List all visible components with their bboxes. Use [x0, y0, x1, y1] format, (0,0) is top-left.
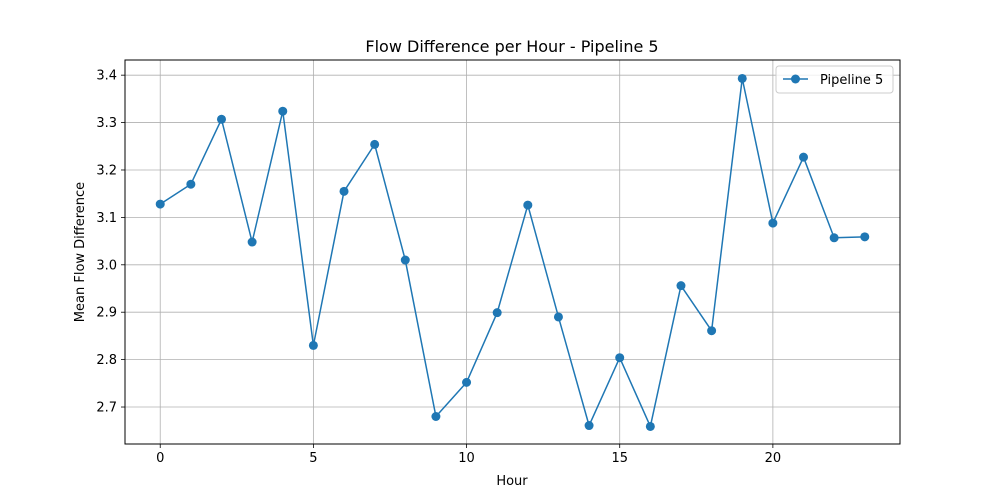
axis-ticks: 0 5 10 15 20 2.7 2.8 2.9 3.0 3.1 3.2 3.3 3.4 — [96, 69, 781, 466]
data-point — [186, 179, 196, 189]
data-point — [860, 232, 870, 242]
data-point — [247, 237, 257, 247]
chart-title: Flow Difference per Hour - Pipeline 5 — [365, 37, 658, 56]
data-point — [553, 312, 563, 322]
y-tick-label: 3.4 — [96, 69, 117, 84]
data-point — [615, 353, 625, 363]
legend: Pipeline 5 — [775, 65, 894, 94]
x-tick-label: 0 — [156, 451, 164, 466]
data-point — [431, 412, 441, 422]
x-tick-label: 5 — [309, 451, 317, 466]
data-point — [707, 326, 717, 336]
legend-label: Pipeline 5 — [820, 73, 883, 88]
data-point — [155, 199, 165, 209]
y-tick-label: 3.1 — [96, 211, 117, 226]
series-line — [159, 77, 865, 428]
y-axis-label: Mean Flow Difference — [73, 182, 88, 322]
data-point — [278, 106, 288, 116]
plot-area-frame — [124, 59, 901, 445]
data-point — [400, 255, 410, 265]
y-tick-label: 2.8 — [96, 353, 117, 368]
series-layer — [155, 73, 870, 431]
data-point — [370, 139, 380, 149]
x-tick-label: 20 — [765, 451, 782, 466]
data-point — [645, 421, 655, 431]
data-point — [339, 186, 349, 196]
data-point — [492, 308, 502, 318]
x-tick-label: 15 — [611, 451, 628, 466]
data-point — [799, 152, 809, 162]
data-point — [523, 200, 533, 210]
data-point — [676, 281, 686, 291]
y-tick-label: 3.0 — [96, 258, 117, 273]
y-tick-label: 2.7 — [96, 401, 117, 416]
data-point — [737, 73, 747, 83]
y-tick-label: 3.2 — [96, 163, 117, 178]
data-point — [829, 233, 839, 243]
data-point — [768, 218, 778, 228]
x-axis-label: Hour — [496, 474, 528, 489]
x-tick-label: 10 — [458, 451, 475, 466]
y-tick-label: 2.9 — [96, 306, 117, 321]
data-point — [584, 421, 594, 431]
data-point — [462, 377, 472, 387]
data-point — [216, 114, 226, 124]
data-point — [308, 340, 318, 350]
y-tick-label: 3.3 — [96, 116, 117, 131]
legend-marker-sample — [791, 74, 800, 84]
grid-lines — [125, 60, 900, 444]
legend-box — [775, 65, 894, 94]
